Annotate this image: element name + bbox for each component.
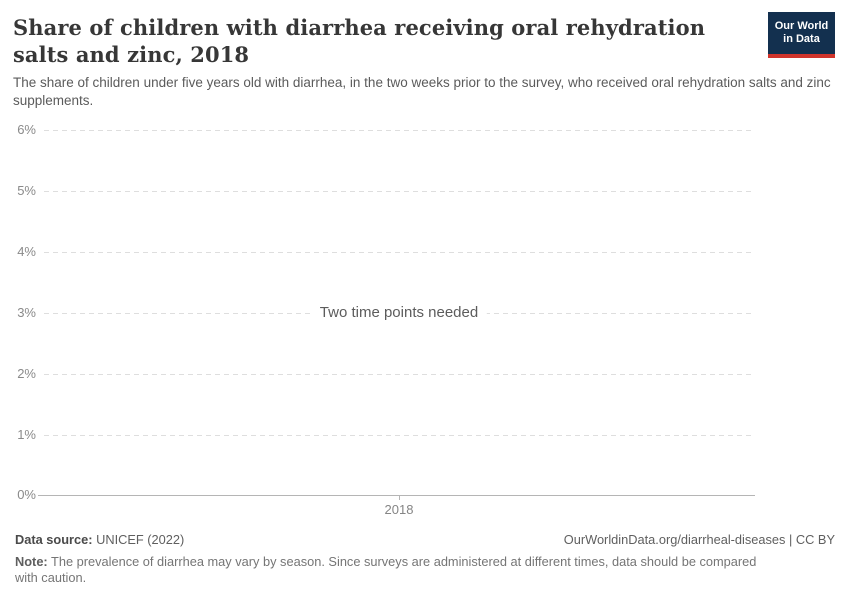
- owid-logo-line2: in Data: [783, 33, 820, 45]
- gridline: [44, 130, 755, 131]
- x-axis-line: [38, 495, 755, 496]
- x-axis-tick-label: 2018: [384, 502, 414, 517]
- no-data-message: Two time points needed: [310, 304, 488, 321]
- y-axis-tick-label: 4%: [17, 244, 36, 259]
- footer-note: Note: The prevalence of diarrhea may var…: [15, 554, 777, 585]
- note-value: The prevalence of diarrhea may vary by s…: [15, 554, 757, 585]
- y-axis-tick-label: 1%: [17, 427, 36, 442]
- gridline: [44, 252, 755, 253]
- note-label: Note:: [15, 554, 48, 569]
- y-axis-tick-label: 3%: [17, 305, 36, 320]
- data-source-value: UNICEF (2022): [92, 532, 185, 547]
- gridline: [44, 435, 755, 436]
- data-source: Data source: UNICEF (2022): [15, 532, 184, 548]
- y-axis-tick-label: 5%: [17, 183, 36, 198]
- y-axis-tick-label: 6%: [17, 122, 36, 137]
- y-axis-tick-label: 2%: [17, 366, 36, 381]
- owid-logo[interactable]: Our World in Data: [768, 12, 835, 58]
- gridline: [44, 191, 755, 192]
- footer-row: Data source: UNICEF (2022) OurWorldinDat…: [15, 532, 835, 548]
- x-axis-tick-mark: [399, 495, 400, 500]
- data-source-label: Data source:: [15, 532, 93, 547]
- chart-subtitle: The share of children under five years o…: [13, 75, 831, 108]
- y-axis-tick-label: 0%: [17, 487, 36, 502]
- chart-title: Share of children with diarrhea receivin…: [13, 15, 706, 67]
- owid-logo-line1: Our World: [774, 19, 829, 32]
- owid-url-link[interactable]: OurWorldinData.org/diarrheal-diseases | …: [563, 532, 835, 547]
- gridline: [44, 374, 755, 375]
